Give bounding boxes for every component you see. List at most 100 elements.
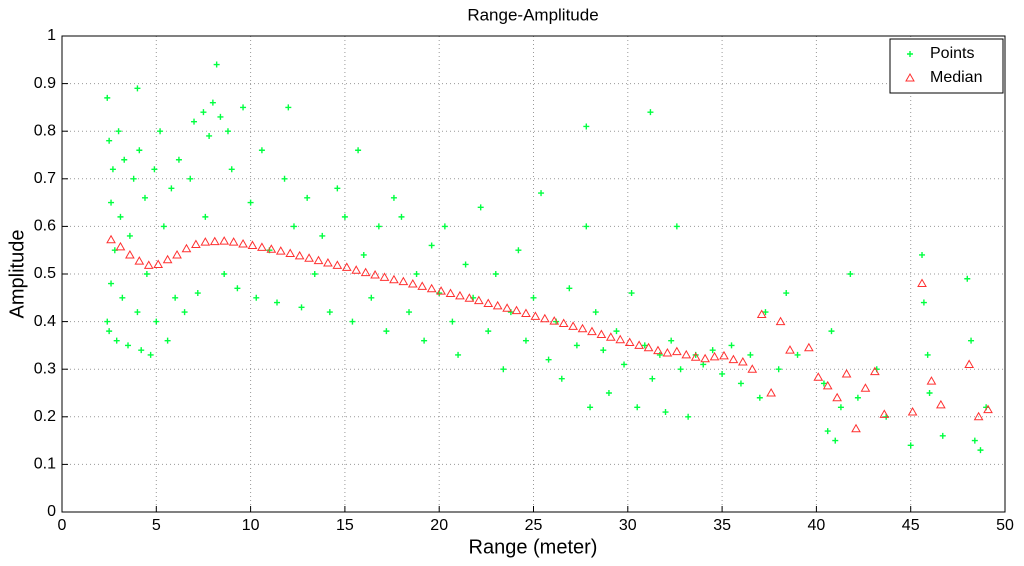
point bbox=[187, 175, 194, 182]
point bbox=[785, 345, 795, 354]
point bbox=[747, 364, 758, 373]
point bbox=[920, 299, 927, 306]
point bbox=[108, 280, 115, 287]
plot-frame bbox=[61, 35, 1006, 513]
point bbox=[964, 275, 971, 282]
point bbox=[634, 340, 644, 349]
point bbox=[383, 328, 390, 335]
point bbox=[477, 204, 484, 211]
point bbox=[219, 236, 230, 245]
y-tick-label: 1 bbox=[47, 27, 56, 44]
point bbox=[690, 352, 701, 361]
point bbox=[143, 271, 150, 277]
point bbox=[700, 361, 707, 368]
point bbox=[832, 437, 839, 444]
point bbox=[426, 283, 437, 293]
point bbox=[168, 185, 175, 192]
point bbox=[360, 267, 371, 277]
y-tick-label: 0.4 bbox=[34, 313, 56, 330]
y-tick-label: 0.5 bbox=[34, 265, 56, 282]
point bbox=[483, 298, 494, 308]
point bbox=[341, 213, 348, 220]
y-tick-label: 0.8 bbox=[34, 122, 56, 139]
point bbox=[228, 237, 239, 246]
point bbox=[351, 265, 362, 274]
point bbox=[824, 428, 831, 435]
y-tick-label: 0.7 bbox=[34, 170, 56, 187]
point bbox=[624, 337, 635, 347]
point bbox=[253, 294, 260, 301]
point bbox=[462, 261, 469, 268]
point bbox=[709, 347, 716, 354]
point bbox=[240, 104, 247, 111]
point bbox=[854, 394, 861, 401]
point bbox=[500, 366, 507, 373]
point bbox=[592, 309, 599, 316]
point bbox=[181, 309, 188, 316]
legend-label: Points bbox=[930, 45, 974, 62]
point bbox=[313, 255, 324, 265]
point bbox=[326, 309, 333, 316]
point bbox=[160, 223, 167, 230]
legend-marker bbox=[905, 72, 915, 82]
point bbox=[766, 387, 776, 397]
point bbox=[728, 342, 735, 349]
point bbox=[492, 300, 503, 310]
point bbox=[323, 258, 333, 267]
point bbox=[939, 432, 946, 439]
point bbox=[257, 242, 267, 251]
point bbox=[200, 237, 211, 246]
point bbox=[977, 447, 984, 454]
point bbox=[311, 271, 318, 277]
point bbox=[143, 260, 154, 269]
point bbox=[213, 61, 220, 68]
series-triangle bbox=[106, 234, 993, 433]
point bbox=[108, 199, 115, 206]
point bbox=[141, 194, 148, 201]
point bbox=[841, 368, 852, 378]
point bbox=[153, 259, 164, 268]
x-tick-label: 0 bbox=[58, 517, 67, 534]
point bbox=[126, 232, 133, 239]
point bbox=[737, 380, 744, 387]
point bbox=[134, 309, 141, 316]
point bbox=[341, 262, 352, 271]
point bbox=[157, 128, 164, 135]
point bbox=[247, 240, 258, 249]
point bbox=[398, 213, 405, 220]
point bbox=[847, 271, 854, 277]
point bbox=[605, 390, 612, 396]
point bbox=[370, 269, 380, 279]
point bbox=[587, 404, 594, 411]
point bbox=[926, 376, 937, 385]
point bbox=[147, 351, 154, 358]
point bbox=[266, 244, 277, 253]
point bbox=[106, 137, 113, 144]
point bbox=[641, 342, 648, 349]
point bbox=[334, 185, 341, 192]
point bbox=[907, 442, 914, 449]
point bbox=[917, 278, 927, 288]
x-tick-label: 35 bbox=[713, 517, 731, 534]
point bbox=[228, 166, 235, 173]
legend-box bbox=[889, 38, 1004, 94]
point bbox=[775, 366, 782, 373]
point bbox=[566, 285, 573, 292]
point bbox=[162, 254, 173, 264]
series-plus bbox=[104, 61, 990, 454]
point bbox=[794, 351, 801, 358]
point bbox=[634, 404, 641, 411]
point bbox=[851, 423, 861, 433]
point bbox=[115, 241, 126, 251]
point bbox=[756, 309, 767, 318]
point bbox=[605, 332, 616, 341]
point bbox=[349, 318, 356, 325]
point bbox=[647, 109, 654, 116]
point bbox=[238, 239, 248, 248]
point bbox=[964, 359, 975, 368]
point bbox=[285, 104, 292, 111]
point bbox=[175, 156, 182, 163]
point bbox=[113, 337, 120, 344]
point bbox=[445, 288, 456, 298]
point bbox=[653, 345, 663, 355]
